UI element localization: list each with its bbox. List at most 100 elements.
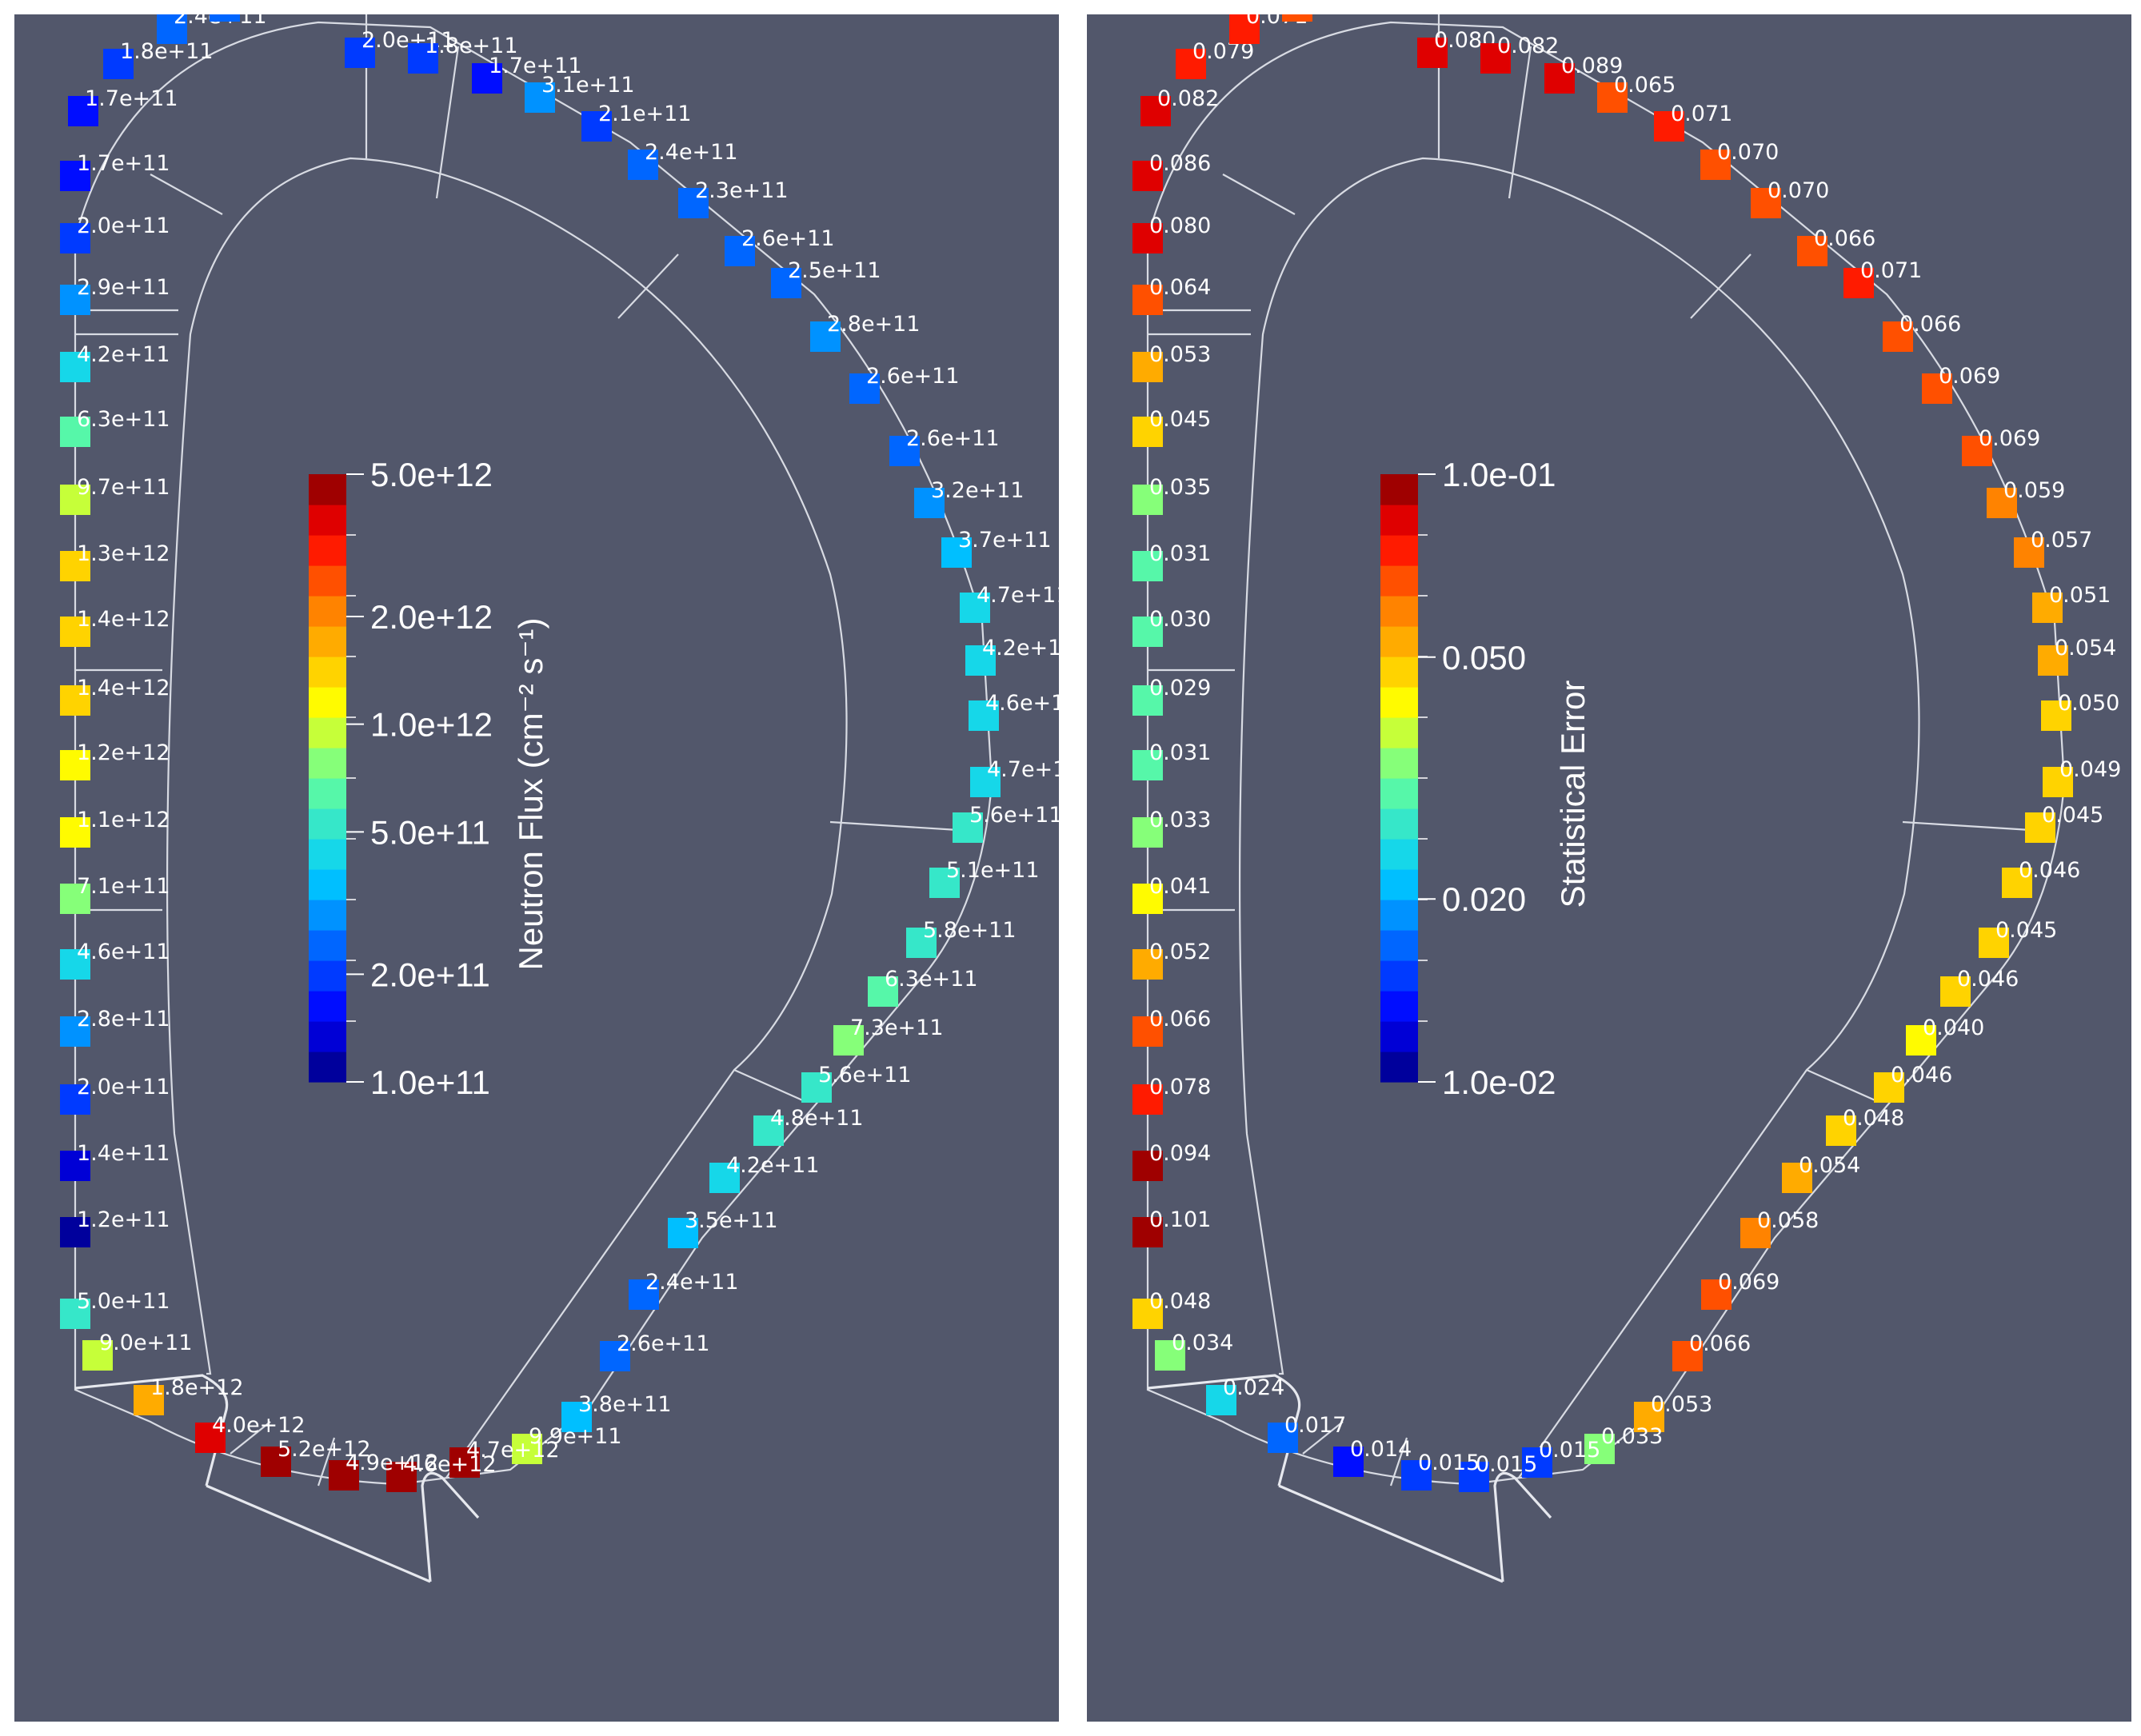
neutron-flux-plot: 2.0e+111.8e+111.7e+113.1e+112.1e+112.4e+…: [60, 14, 1059, 1583]
detector-square: [965, 645, 996, 676]
detector-value-label: 0.015: [1539, 1438, 1600, 1463]
detector-value-label: 0.086: [1149, 151, 1211, 176]
port-division-line: [435, 46, 460, 199]
detector-value-label: 0.069: [1939, 364, 2000, 389]
detector-square: [1132, 352, 1163, 382]
detector-value-label: 5.8e+11: [923, 918, 1017, 943]
detector-square: [629, 1279, 659, 1310]
detector-value-label: 4.2e+11: [77, 342, 170, 367]
detector-markers: 0.080 0.0820.0890.0650.0710.0700.0700.066…: [1132, 14, 2121, 1492]
detector-value-label: 0.066: [1899, 312, 1961, 337]
detector-value-label: 2.3e+11: [695, 178, 789, 203]
detector-value-label: 1.8e+11: [425, 34, 518, 58]
detector-value-label: 1.7e+11: [77, 151, 170, 176]
detector-square: [1700, 150, 1731, 180]
detector-value-label: 1.3e+12: [77, 541, 170, 566]
detector-square: [969, 700, 999, 731]
detector-value-label: 0.066: [1689, 1331, 1751, 1356]
colorbar-bin: [1380, 596, 1418, 627]
detector-square: [345, 38, 375, 68]
detector-value-label: 1.2e+11: [77, 1207, 170, 1232]
detector-value-label: 0.070: [1717, 140, 1779, 165]
divertor-dome: [206, 1484, 431, 1583]
detector-square: [1544, 63, 1575, 94]
reactor-geometry-outline: [1146, 14, 2066, 1583]
detector-value-label: 0.078: [1149, 1075, 1211, 1099]
detector-square: [1132, 417, 1163, 447]
colorbar-bin: [309, 748, 346, 779]
detector-square: [60, 1151, 90, 1181]
colorbar-bin: [309, 808, 346, 840]
detector-square: [60, 1217, 90, 1247]
detector-square: [82, 1340, 113, 1371]
detector-square: [1132, 1151, 1163, 1181]
detector-value-label: 1.7e+11: [85, 86, 178, 111]
colorbar: 5.0e+12 2.0e+12 1.0e+12 5.0e+11 2.0e+11 1.0e+…: [309, 456, 549, 1101]
detector-square: [628, 150, 658, 180]
detector-square: [1176, 49, 1206, 79]
outer-boundary: [1146, 21, 2066, 1486]
detector-value-label: 2.9e+11: [77, 275, 170, 300]
detector-value-label: 0.046: [1957, 967, 2019, 992]
detector-square: [1843, 268, 1874, 298]
detector-square: [60, 949, 90, 980]
divertor-left: [74, 1374, 229, 1487]
detector-value-label: 0.051: [2049, 583, 2111, 608]
colorbar-bin: [1380, 839, 1418, 870]
detector-square: [2032, 593, 2063, 623]
detector-value-label: 4.0e+12: [212, 1413, 306, 1438]
colorbar-bin: [1380, 808, 1418, 840]
detector-value-label: 2.0e+11: [77, 1075, 170, 1099]
detector-square: [1940, 976, 1971, 1007]
detector-value-label: 0.069: [1979, 426, 2040, 451]
colorbar-bin: [1380, 717, 1418, 748]
statistical-error-plot: 0.080 0.0820.0890.0650.0710.0700.0700.066…: [1132, 14, 2121, 1583]
colorbar-bin: [1380, 656, 1418, 688]
detector-value-label: 0.048: [1149, 1289, 1211, 1314]
detector-square: [1751, 188, 1781, 218]
detector-square: [329, 1460, 359, 1491]
detector-value-label: 0.101: [1149, 1207, 1211, 1232]
detector-square: [1132, 223, 1163, 253]
detector-square: [60, 817, 90, 848]
colorbar-bin: [309, 596, 346, 627]
detector-value-label: 0.050: [2058, 691, 2119, 716]
colorbar-bin: [309, 1021, 346, 1052]
colorbar-bin: [1380, 535, 1418, 566]
port-division-line: [1389, 1437, 1408, 1487]
detector-value-label: 2.4e+11: [645, 1270, 739, 1295]
detector-square: [1206, 1385, 1236, 1415]
colorbar-tick-label: 1.0e-01: [1442, 456, 1556, 493]
colorbar-bin: [1380, 869, 1418, 900]
detector-value-label: 0.031: [1149, 541, 1211, 566]
neutron-flux-panel: 2.0e+11 1.8e+11 1.7e+11 3.1e+11 2.1e+11 2.4e+…: [14, 14, 1059, 1722]
detector-value-label: 0.035: [1149, 475, 1211, 500]
detector-square: [60, 285, 90, 315]
detector-square: [2041, 700, 2071, 731]
detector-value-label: 1.1e+12: [77, 808, 170, 832]
detector-value-label: 0.053: [1651, 1392, 1712, 1417]
colorbar-bin: [309, 656, 346, 688]
detector-value-label: 5.2e+12: [278, 1437, 371, 1462]
detector-square: [1826, 1115, 1856, 1146]
detector-square: [1140, 96, 1171, 126]
port-division-line: [829, 820, 959, 832]
detector-value-label: 0.082: [1497, 34, 1559, 58]
colorbar-bin: [1380, 474, 1418, 505]
detector-value-label: 3.7e+11: [958, 528, 1052, 553]
detector-value-label: 4.8e+11: [770, 1106, 864, 1131]
port-division-line: [230, 1421, 271, 1455]
detector-square: [1782, 1163, 1812, 1193]
detector-square: [914, 488, 945, 518]
detector-value-label: 0.045: [2042, 803, 2103, 828]
colorbar-bin: [1380, 1021, 1418, 1052]
detector-value-label: 1.2e+12: [77, 740, 170, 765]
detector-value-label: 0.071: [1671, 102, 1732, 126]
detector-square: [210, 14, 240, 22]
detector-square: [678, 188, 709, 218]
detector-value-label: 4.2e+11: [726, 1153, 820, 1178]
detector-value-label: 4.7e+12: [466, 1438, 560, 1463]
detector-value-label: 2.6e+11: [906, 426, 1000, 451]
detector-value-label: 4.6e+12: [403, 1452, 497, 1477]
detector-value-label: 3.8e+11: [578, 1392, 672, 1417]
